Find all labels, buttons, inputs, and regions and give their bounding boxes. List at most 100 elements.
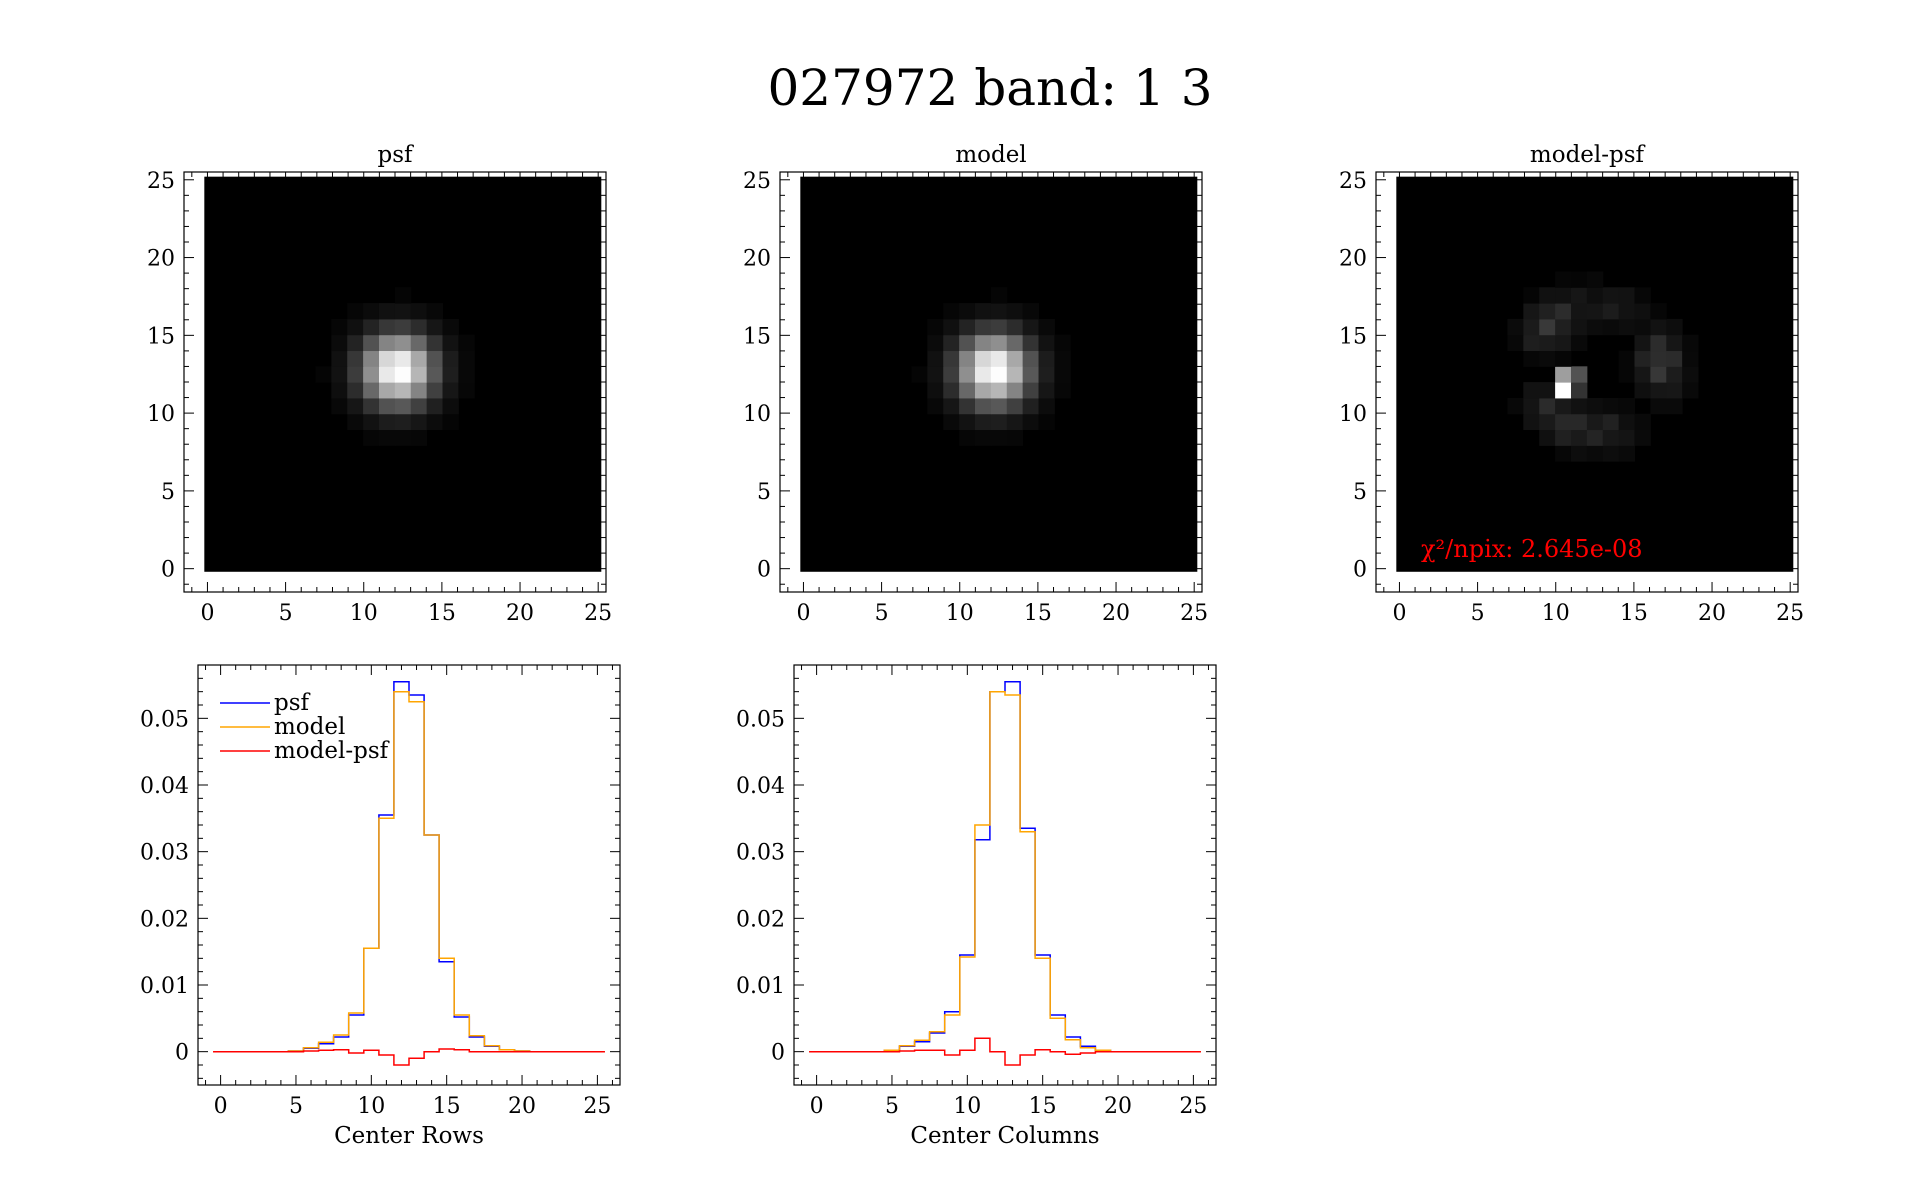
y-tick-label: 0.03 (736, 841, 785, 866)
pixel-cell (1054, 334, 1071, 352)
pixel-cell (1586, 413, 1604, 431)
y-tick-label: 25 (147, 169, 175, 194)
pixel-cell (1555, 382, 1572, 399)
pixel-cell (1555, 429, 1572, 446)
pixel-cell (394, 413, 412, 431)
pixel-cell (394, 429, 412, 446)
pixel-cell (1022, 334, 1040, 352)
pixel-cell (1555, 287, 1572, 304)
pixel-cell (1507, 334, 1524, 352)
y-tick-label: 10 (743, 402, 771, 427)
pixel-cell (1038, 334, 1055, 352)
pixel-cell (1634, 303, 1651, 320)
pixel-cell (911, 366, 928, 383)
pixel-cell (1618, 287, 1636, 304)
pixel-cell (394, 287, 412, 304)
pixel-cell (331, 318, 348, 336)
pixel-cell (347, 413, 364, 431)
pixel-cell (1523, 350, 1540, 367)
pixel-cell (1666, 366, 1683, 383)
pixel-cell (426, 413, 444, 431)
pixel-cell (974, 397, 992, 415)
pixel-cell (1634, 318, 1651, 336)
pixel-cell (363, 413, 380, 431)
pixel-cell (1602, 445, 1620, 462)
pixel-cell (1618, 366, 1636, 383)
pixel-cell (927, 350, 944, 367)
pixel-cell (1634, 429, 1651, 446)
y-tick-label: 25 (743, 169, 771, 194)
pixel-cell (959, 413, 976, 431)
x-tick-label: 25 (584, 601, 612, 626)
x-tick-label: 15 (428, 601, 456, 626)
pixel-cell (1555, 366, 1572, 383)
pixel-cell (1507, 397, 1524, 415)
x-tick-label: 0 (796, 601, 810, 626)
pixel-cell (1666, 350, 1683, 367)
pixel-cell (1006, 382, 1024, 399)
pixel-cell (1682, 350, 1699, 367)
pixel-cell (959, 350, 976, 367)
y-tick-label: 0.05 (140, 707, 189, 732)
pixel-cell (1666, 334, 1683, 352)
pixel-cell (1570, 445, 1588, 462)
series-line-model-psf (213, 1048, 605, 1066)
axes-frame (793, 664, 1217, 1086)
pixel-cell (1650, 334, 1667, 352)
pixel-cell (442, 334, 459, 352)
model-image-panel: model 0 5 10 15 20 25 0 5 10 15 20 25 (743, 142, 1208, 626)
pixel-cell (347, 397, 364, 415)
pixel-cell (1038, 413, 1055, 431)
panel-title: model (955, 142, 1026, 168)
pixel-cell (1602, 318, 1620, 336)
pixel-cell (1523, 382, 1540, 399)
center-rows-profile-panel: 0 5 10 15 20 25 0 0.01 0.02 0.03 0.04 0.05 Center Ro… (140, 664, 621, 1149)
pixel-cell (331, 397, 348, 415)
pixel-cell (1038, 318, 1055, 336)
pixel-cell (347, 303, 364, 320)
pixel-cell (378, 350, 396, 367)
pixel-cell (1006, 397, 1024, 415)
pixel-cell (394, 397, 412, 415)
center-columns-profile-panel: 0 5 10 15 20 25 0 0.01 0.02 0.03 0.04 0.05 Center Co… (736, 664, 1217, 1149)
y-tick-label: 15 (743, 324, 771, 349)
x-tick-label: 25 (583, 1094, 611, 1119)
pixel-cell (1022, 318, 1040, 336)
pixel-cell (1650, 350, 1667, 367)
pixel-cell (1539, 350, 1556, 367)
pixel-cell (974, 413, 992, 431)
pixel-cell (458, 350, 475, 367)
x-tick-label: 25 (1179, 1094, 1207, 1119)
pixel-cell (363, 397, 380, 415)
pixel-cell (1634, 382, 1651, 399)
pixel-cell (1006, 334, 1024, 352)
pixel-cell (990, 397, 1008, 415)
pixel-cell (315, 366, 332, 383)
pixel-cell (1586, 271, 1604, 288)
pixel-cell (990, 366, 1008, 383)
pixel-cell (1618, 318, 1636, 336)
pixel-cell (1539, 334, 1556, 352)
pixel-cell (1618, 413, 1636, 431)
pixel-cell (1650, 397, 1667, 415)
pixel-cell (1634, 366, 1651, 383)
pixel-cell (990, 334, 1008, 352)
pixel-cell (442, 366, 459, 383)
pixel-cell (363, 429, 380, 446)
pixel-cell (1022, 382, 1040, 399)
pixel-cell (1682, 334, 1699, 352)
chi-square-annotation: χ²/npix: 2.645e-08 (1421, 535, 1643, 563)
pixel-cell (426, 397, 444, 415)
pixel-cell (1586, 318, 1604, 336)
pixel-cell (1650, 303, 1667, 320)
pixel-cell (1038, 366, 1055, 383)
pixel-cell (1666, 397, 1683, 415)
series-line-model (809, 690, 1201, 1053)
pixel-cell (959, 382, 976, 399)
pixel-cell (1006, 350, 1024, 367)
pixel-cell (363, 303, 380, 320)
pixel-cell (394, 366, 412, 383)
pixel-cell (943, 366, 960, 383)
pixel-cell (990, 350, 1008, 367)
pixel-cell (1539, 413, 1556, 431)
